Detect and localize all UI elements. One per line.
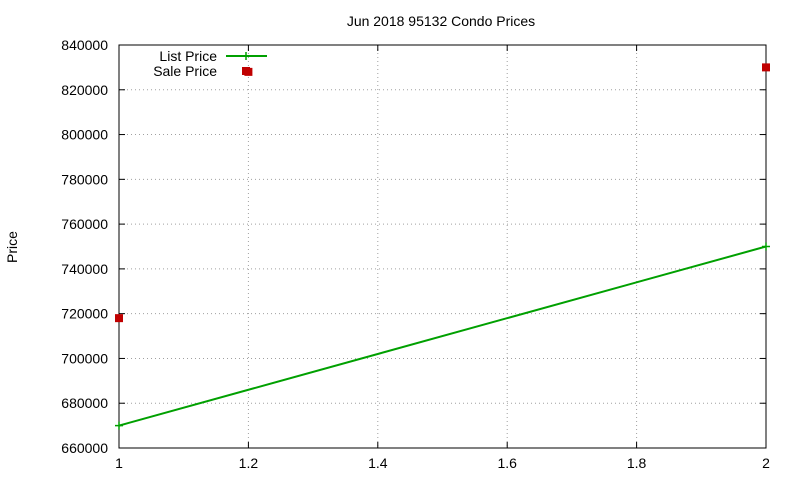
y-tick-label: 820000 xyxy=(61,82,108,98)
y-tick-label: 740000 xyxy=(61,261,108,277)
x-tick-label: 1.2 xyxy=(239,455,259,471)
list-price-point xyxy=(115,421,123,430)
y-axis-label: Price xyxy=(4,231,20,263)
series xyxy=(115,63,770,430)
legend-label: List Price xyxy=(159,48,217,64)
legend-plus-marker xyxy=(242,52,250,60)
y-tick-label: 760000 xyxy=(61,216,108,232)
y-tick-label: 680000 xyxy=(61,395,108,411)
y-tick-label: 800000 xyxy=(61,127,108,143)
grid xyxy=(119,45,766,448)
axis-ticks: 1 1.2 1.4 1.6 1.8 2 660000 680000 700000 720000 74… xyxy=(61,37,770,471)
legend-square-marker xyxy=(242,67,250,75)
plot-frame xyxy=(118,44,767,449)
x-tick-label: 1.8 xyxy=(627,455,647,471)
legend-label: Sale Price xyxy=(153,63,217,79)
x-tick-label: 1.4 xyxy=(368,455,388,471)
list-price-line xyxy=(118,245,767,427)
x-tick-label: 2 xyxy=(762,455,770,471)
y-tick-label: 660000 xyxy=(61,440,108,456)
y-tick-label: 700000 xyxy=(61,350,108,366)
y-tick-label: 780000 xyxy=(61,171,108,187)
sale-price-point xyxy=(762,63,770,72)
y-tick-label: 840000 xyxy=(61,37,108,53)
x-tick-label: 1 xyxy=(115,455,123,471)
list-price-point xyxy=(762,242,770,251)
sale-price-point xyxy=(115,314,123,323)
y-tick-label: 720000 xyxy=(61,306,108,322)
x-tick-label: 1.6 xyxy=(497,455,517,471)
chart-title: Jun 2018 95132 Condo Prices xyxy=(347,13,535,29)
